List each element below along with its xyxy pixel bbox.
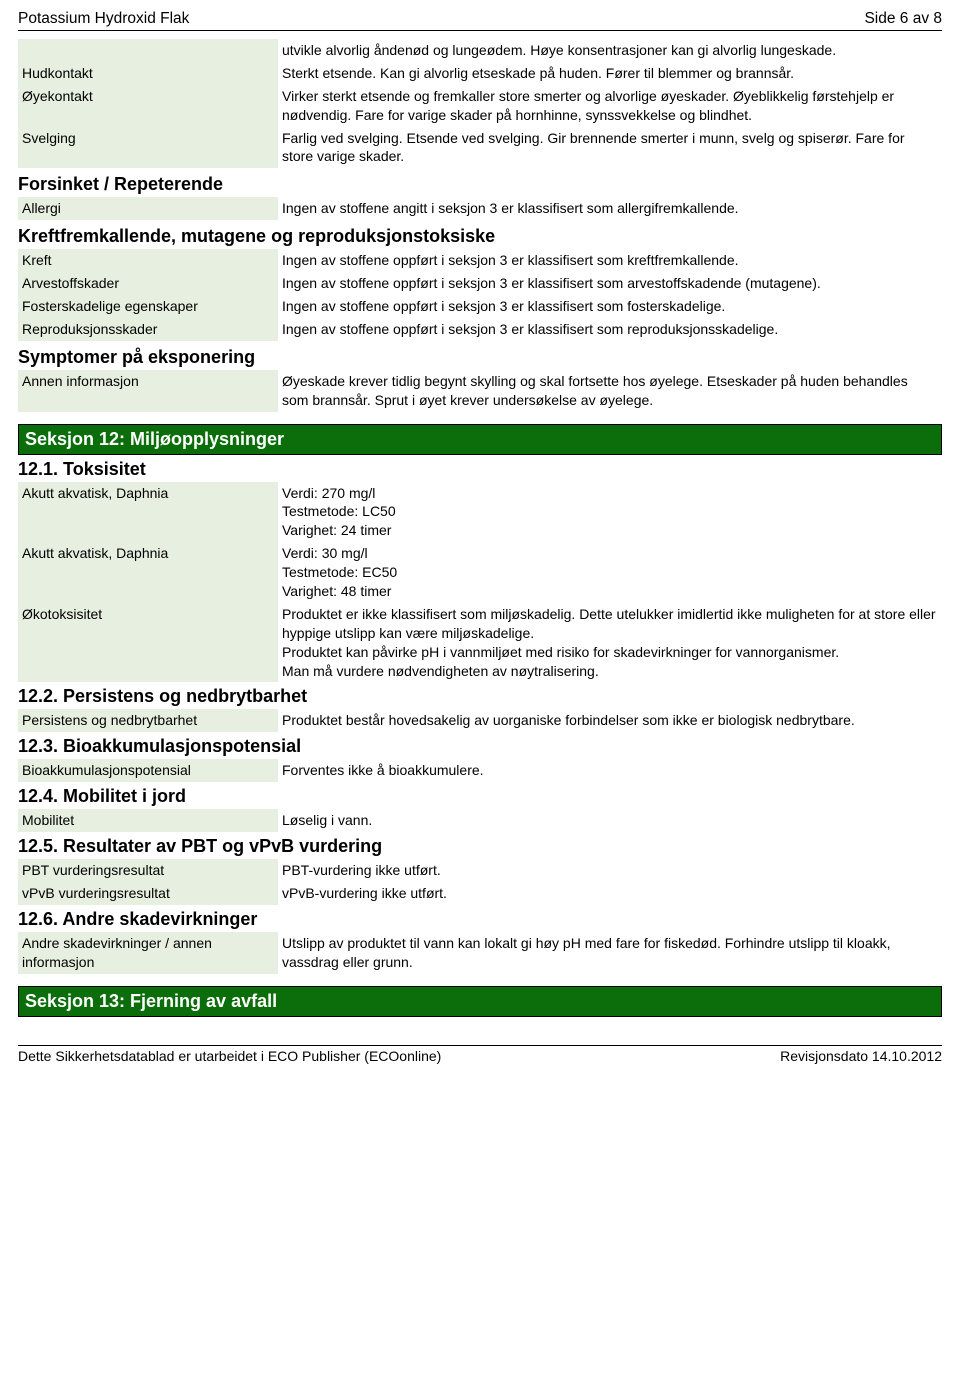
row-label: Persistens og nedbrytbarhet: [18, 709, 278, 732]
subsection-12-6: 12.6. Andre skadevirkninger: [18, 909, 942, 930]
row-label: Akutt akvatisk, Daphnia: [18, 542, 278, 603]
subsection-12-1: 12.1. Toksisitet: [18, 459, 942, 480]
row-label: Andre skadevirkninger / annen informasjo…: [18, 932, 278, 974]
row-label: vPvB vurderingsresultat: [18, 882, 278, 905]
subheading-forsinket: Forsinket / Repeterende: [18, 174, 942, 195]
row-value: PBT-vurdering ikke utført.: [278, 859, 942, 882]
s12-5-table: PBT vurderingsresultat PBT-vurdering ikk…: [18, 859, 942, 905]
table-row: PBT vurderingsresultat PBT-vurdering ikk…: [18, 859, 942, 882]
row-label: Øyekontakt: [18, 85, 278, 127]
row-value: Ingen av stoffene angitt i seksjon 3 er …: [278, 197, 942, 220]
doc-title: Potassium Hydroxid Flak: [18, 10, 189, 28]
s12-3-table: Bioakkumulasjonspotensial Forventes ikke…: [18, 759, 942, 782]
footer-right: Revisjonsdato 14.10.2012: [780, 1048, 942, 1064]
page-footer: Dette Sikkerhetsdatablad er utarbeidet i…: [18, 1045, 942, 1064]
row-label: [18, 39, 278, 62]
table-row: Kreft Ingen av stoffene oppført i seksjo…: [18, 249, 942, 272]
row-label: Mobilitet: [18, 809, 278, 832]
row-value: Ingen av stoffene oppført i seksjon 3 er…: [278, 249, 942, 272]
forsinket-table: Allergi Ingen av stoffene angitt i seksj…: [18, 197, 942, 220]
s12-4-table: Mobilitet Løselig i vann.: [18, 809, 942, 832]
row-value: Sterkt etsende. Kan gi alvorlig etseskad…: [278, 62, 942, 85]
row-value: Forventes ikke å bioakkumulere.: [278, 759, 942, 782]
table-row: Persistens og nedbrytbarhet Produktet be…: [18, 709, 942, 732]
row-value: Produktet består hovedsakelig av uorgani…: [278, 709, 942, 732]
top-table: utvikle alvorlig åndenød og lungeødem. H…: [18, 39, 942, 168]
subsection-12-3: 12.3. Bioakkumulasjonspotensial: [18, 736, 942, 757]
table-row: vPvB vurderingsresultat vPvB-vurdering i…: [18, 882, 942, 905]
table-row: Bioakkumulasjonspotensial Forventes ikke…: [18, 759, 942, 782]
table-row: Andre skadevirkninger / annen informasjo…: [18, 932, 942, 974]
s12-6-table: Andre skadevirkninger / annen informasjo…: [18, 932, 942, 974]
table-row: Akutt akvatisk, Daphnia Verdi: 270 mg/lT…: [18, 482, 942, 543]
table-row: Allergi Ingen av stoffene angitt i seksj…: [18, 197, 942, 220]
subheading-symptomer: Symptomer på eksponering: [18, 347, 942, 368]
row-value: Øyeskade krever tidlig begynt skylling o…: [278, 370, 942, 412]
row-value: Verdi: 30 mg/lTestmetode: EC50Varighet: …: [278, 542, 942, 603]
row-label: Bioakkumulasjonspotensial: [18, 759, 278, 782]
row-value: vPvB-vurdering ikke utført.: [278, 882, 942, 905]
row-label: Økotoksisitet: [18, 603, 278, 683]
row-label: Akutt akvatisk, Daphnia: [18, 482, 278, 543]
row-value: Farlig ved svelging. Etsende ved svelgin…: [278, 127, 942, 169]
row-value: Løselig i vann.: [278, 809, 942, 832]
row-value: Virker sterkt etsende og fremkaller stor…: [278, 85, 942, 127]
row-label: Allergi: [18, 197, 278, 220]
symptomer-table: Annen informasjon Øyeskade krever tidlig…: [18, 370, 942, 412]
row-label: Arvestoffskader: [18, 272, 278, 295]
s12-1-table: Akutt akvatisk, Daphnia Verdi: 270 mg/lT…: [18, 482, 942, 683]
row-label: Kreft: [18, 249, 278, 272]
row-value: utvikle alvorlig åndenød og lungeødem. H…: [278, 39, 942, 62]
table-row: Reproduksjonsskader Ingen av stoffene op…: [18, 318, 942, 341]
row-value: Produktet er ikke klassifisert som miljø…: [278, 603, 942, 683]
row-value: Utslipp av produktet til vann kan lokalt…: [278, 932, 942, 974]
table-row: Annen informasjon Øyeskade krever tidlig…: [18, 370, 942, 412]
section-13-bar: Seksjon 13: Fjerning av avfall: [18, 986, 942, 1017]
row-label: Annen informasjon: [18, 370, 278, 412]
table-row: Arvestoffskader Ingen av stoffene oppfør…: [18, 272, 942, 295]
table-row: Hudkontakt Sterkt etsende. Kan gi alvorl…: [18, 62, 942, 85]
subheading-kreft: Kreftfremkallende, mutagene og reproduks…: [18, 226, 942, 247]
row-label: Svelging: [18, 127, 278, 169]
table-row: utvikle alvorlig åndenød og lungeødem. H…: [18, 39, 942, 62]
s12-2-table: Persistens og nedbrytbarhet Produktet be…: [18, 709, 942, 732]
row-label: Reproduksjonsskader: [18, 318, 278, 341]
row-label: Hudkontakt: [18, 62, 278, 85]
table-row: Fosterskadelige egenskaper Ingen av stof…: [18, 295, 942, 318]
row-label: PBT vurderingsresultat: [18, 859, 278, 882]
table-row: Mobilitet Løselig i vann.: [18, 809, 942, 832]
section-12-bar: Seksjon 12: Miljøopplysninger: [18, 424, 942, 455]
subsection-12-4: 12.4. Mobilitet i jord: [18, 786, 942, 807]
row-value: Verdi: 270 mg/lTestmetode: LC50Varighet:…: [278, 482, 942, 543]
table-row: Akutt akvatisk, Daphnia Verdi: 30 mg/lTe…: [18, 542, 942, 603]
subsection-12-5: 12.5. Resultater av PBT og vPvB vurderin…: [18, 836, 942, 857]
table-row: Øyekontakt Virker sterkt etsende og frem…: [18, 85, 942, 127]
footer-left: Dette Sikkerhetsdatablad er utarbeidet i…: [18, 1048, 441, 1064]
table-row: Økotoksisitet Produktet er ikke klassifi…: [18, 603, 942, 683]
table-row: Svelging Farlig ved svelging. Etsende ve…: [18, 127, 942, 169]
kreft-table: Kreft Ingen av stoffene oppført i seksjo…: [18, 249, 942, 341]
row-value: Ingen av stoffene oppført i seksjon 3 er…: [278, 295, 942, 318]
row-value: Ingen av stoffene oppført i seksjon 3 er…: [278, 272, 942, 295]
page-indicator: Side 6 av 8: [864, 10, 942, 28]
subsection-12-2: 12.2. Persistens og nedbrytbarhet: [18, 686, 942, 707]
row-value: Ingen av stoffene oppført i seksjon 3 er…: [278, 318, 942, 341]
row-label: Fosterskadelige egenskaper: [18, 295, 278, 318]
page-header: Potassium Hydroxid Flak Side 6 av 8: [18, 10, 942, 31]
